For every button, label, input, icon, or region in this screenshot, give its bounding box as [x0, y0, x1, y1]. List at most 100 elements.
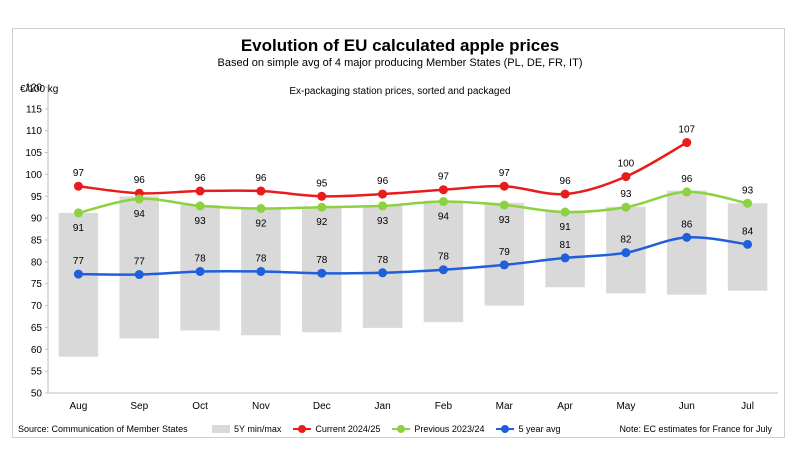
data-label-previous-aug: 91: [73, 223, 85, 234]
y-tick-label: 95: [31, 192, 43, 203]
point-previous-aug: [73, 208, 83, 218]
y-tick-label: 90: [31, 214, 43, 225]
data-label-previous-jun: 96: [681, 174, 693, 185]
x-tick-label: May: [616, 401, 635, 412]
point-current-may: [621, 172, 631, 182]
data-label-5y-avg-dec: 78: [316, 255, 328, 266]
data-label-previous-feb: 94: [438, 212, 450, 223]
point-current-feb: [438, 185, 448, 195]
legend-swatch-5y-avg: [496, 425, 515, 433]
point-previous-apr: [560, 207, 570, 217]
data-label-current-may: 100: [618, 159, 635, 170]
point-previous-oct: [195, 201, 205, 211]
data-label-previous-dec: 92: [316, 217, 328, 228]
x-tick-label: Aug: [70, 401, 88, 412]
x-tick-label: Mar: [496, 401, 514, 412]
y-tick-label: 60: [31, 345, 43, 356]
point-5y-avg-apr: [560, 253, 570, 263]
x-tick-label: Feb: [435, 401, 453, 412]
data-label-5y-avg-feb: 78: [438, 252, 450, 263]
legend-label-current: Current 2024/25: [315, 424, 381, 434]
point-current-oct: [195, 186, 205, 196]
y-tick-label: 105: [25, 148, 42, 159]
point-5y-avg-may: [621, 248, 631, 258]
series-line-current: [78, 141, 688, 198]
y-tick-label: 100: [25, 170, 42, 181]
range-bar-feb: [423, 200, 464, 323]
data-label-previous-sep: 94: [134, 209, 146, 220]
point-previous-may: [621, 202, 631, 212]
y-tick-label: 85: [31, 236, 43, 247]
data-label-5y-avg-sep: 77: [134, 257, 146, 268]
series-line-5y-avg: [78, 235, 748, 276]
data-label-current-nov: 96: [255, 173, 267, 184]
legend-swatch-current: [293, 425, 312, 433]
source-note: Source: Communication of Member States: [18, 424, 188, 434]
point-current-aug: [73, 181, 83, 191]
point-current-mar: [499, 181, 509, 191]
data-label-current-mar: 97: [499, 168, 511, 179]
legend-swatch-previous: [392, 425, 411, 433]
series-line-previous: [78, 190, 748, 215]
y-tick-label: 75: [31, 279, 43, 290]
data-label-5y-avg-oct: 78: [195, 253, 207, 264]
data-label-previous-nov: 92: [255, 219, 267, 230]
point-previous-jul: [743, 198, 753, 208]
x-tick-label: Jul: [741, 401, 754, 412]
data-label-previous-oct: 93: [195, 216, 207, 227]
point-5y-avg-dec: [317, 268, 327, 278]
point-current-jun: [682, 138, 692, 148]
point-current-nov: [256, 186, 266, 196]
y-axis-label: €/100 kg: [20, 84, 59, 95]
data-label-5y-avg-may: 82: [620, 235, 632, 246]
point-previous-mar: [499, 200, 509, 210]
data-label-current-sep: 96: [134, 175, 146, 186]
range-bar-aug: [58, 212, 99, 357]
point-5y-avg-jul: [743, 239, 753, 249]
data-label-previous-apr: 91: [560, 222, 572, 233]
point-previous-dec: [317, 202, 327, 212]
point-previous-sep: [134, 194, 144, 204]
point-5y-avg-sep: [134, 270, 144, 280]
x-tick-label: Apr: [557, 401, 573, 412]
y-tick-label: 115: [26, 104, 42, 115]
legend-item-current: Current 2024/25: [293, 424, 380, 434]
x-tick-label: Sep: [130, 401, 148, 412]
point-current-jan: [378, 189, 388, 199]
point-current-dec: [317, 191, 327, 201]
range-bar-apr: [545, 210, 585, 288]
point-5y-avg-jan: [378, 268, 388, 278]
range-bar-jan: [362, 205, 403, 328]
data-label-current-jan: 96: [377, 176, 389, 187]
point-5y-avg-jun: [682, 232, 692, 242]
legend-label-previous: Previous 2023/24: [414, 424, 485, 434]
range-bar-sep: [119, 196, 160, 339]
data-label-5y-avg-aug: 77: [73, 256, 85, 267]
data-label-previous-jan: 93: [377, 216, 389, 227]
point-current-apr: [560, 189, 570, 199]
data-label-current-jun: 107: [678, 125, 695, 136]
data-label-5y-avg-mar: 79: [499, 247, 511, 258]
y-tick-label: 65: [31, 323, 43, 334]
x-tick-label: Jun: [679, 401, 695, 412]
x-tick-label: Oct: [192, 401, 208, 412]
point-5y-avg-feb: [438, 265, 448, 275]
data-label-previous-mar: 93: [499, 215, 511, 226]
point-previous-nov: [256, 204, 266, 214]
footer: Source: Communication of Member States N…: [0, 424, 800, 438]
estimate-note: Note: EC estimates for France for July: [619, 424, 772, 434]
data-label-5y-avg-jan: 78: [377, 255, 389, 266]
point-5y-avg-nov: [256, 266, 266, 276]
chart-title: Evolution of EU calculated apple prices: [240, 36, 560, 55]
point-previous-jan: [378, 201, 388, 211]
x-tick-label: Jan: [375, 401, 391, 412]
legend-item-5y-avg: 5 year avg: [496, 424, 561, 434]
point-previous-jun: [682, 187, 692, 197]
x-tick-label: Nov: [252, 401, 270, 412]
data-label-current-dec: 95: [316, 178, 328, 189]
data-label-5y-avg-nov: 78: [255, 253, 267, 264]
y-tick-label: 120: [25, 83, 42, 94]
data-label-current-apr: 96: [560, 176, 572, 187]
legend-label-range: 5Y min/max: [234, 424, 282, 434]
